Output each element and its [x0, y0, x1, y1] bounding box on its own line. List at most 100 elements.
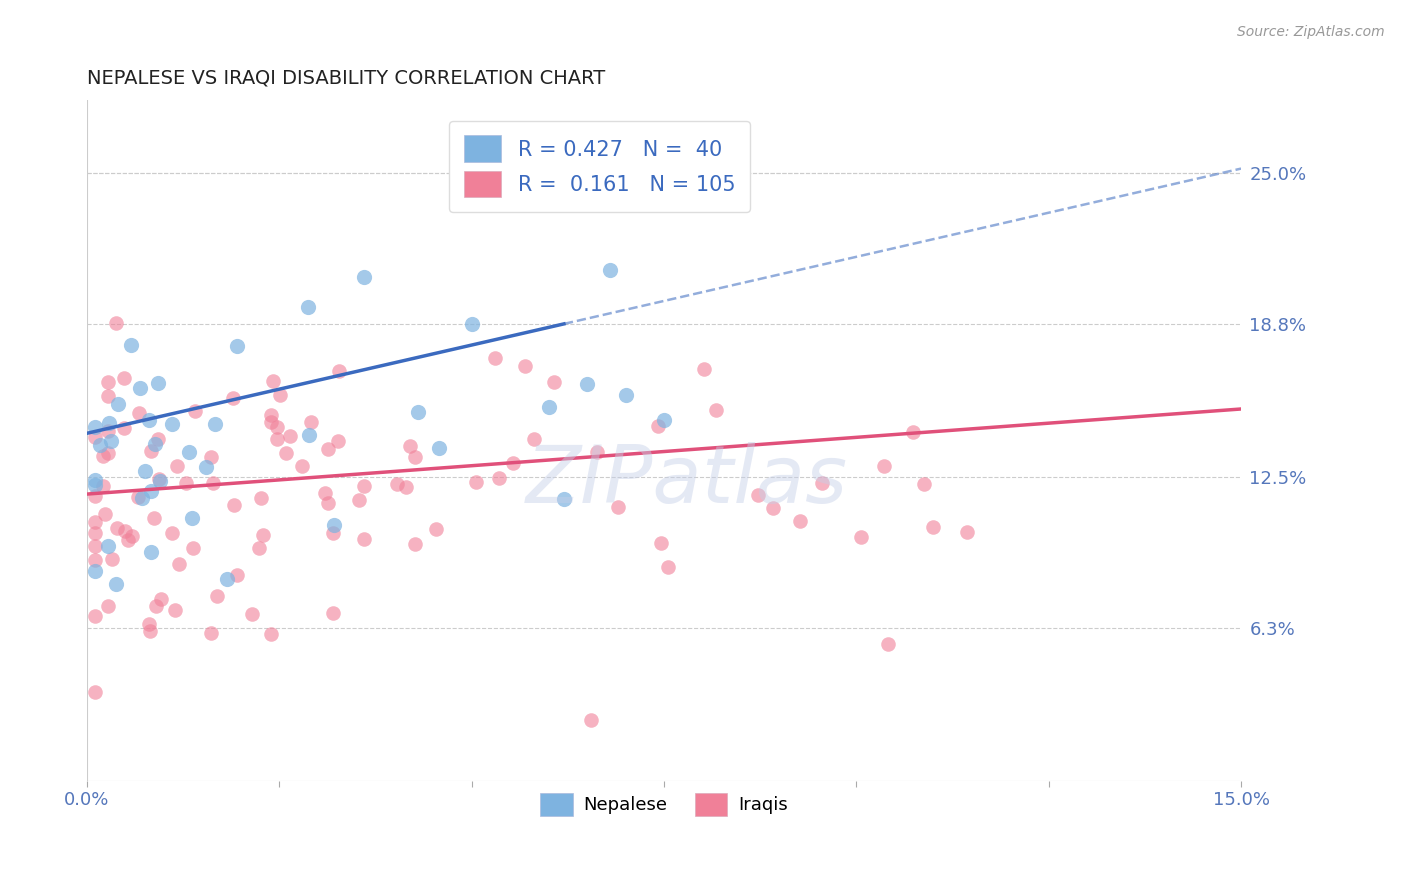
- Point: [488, 471, 510, 485]
- Point: [299, 415, 322, 429]
- Point: [322, 606, 344, 620]
- Point: [614, 388, 637, 402]
- Point: [404, 537, 426, 551]
- Point: [314, 486, 336, 500]
- Point: [647, 419, 669, 434]
- Point: [291, 458, 314, 473]
- Point: [114, 524, 136, 538]
- Point: [139, 484, 162, 499]
- Point: [97, 424, 120, 438]
- Point: [274, 446, 297, 460]
- Point: [177, 445, 200, 459]
- Point: [599, 262, 621, 277]
- Point: [139, 545, 162, 559]
- Point: [104, 576, 127, 591]
- Point: [353, 532, 375, 546]
- Point: [912, 476, 935, 491]
- Text: ZIPatlas: ZIPatlas: [526, 442, 848, 520]
- Point: [91, 449, 114, 463]
- Point: [652, 413, 675, 427]
- Point: [328, 364, 350, 378]
- Point: [84, 539, 107, 553]
- Point: [460, 317, 482, 331]
- Point: [83, 525, 105, 540]
- Point: [143, 436, 166, 450]
- Point: [789, 515, 811, 529]
- Point: [202, 476, 225, 491]
- Point: [395, 480, 418, 494]
- Point: [167, 557, 190, 571]
- Point: [141, 443, 163, 458]
- Point: [323, 518, 346, 533]
- Point: [706, 403, 728, 417]
- Point: [97, 389, 120, 403]
- Point: [266, 432, 288, 446]
- Text: NEPALESE VS IRAQI DISABILITY CORRELATION CHART: NEPALESE VS IRAQI DISABILITY CORRELATION…: [87, 69, 605, 87]
- Point: [200, 450, 222, 464]
- Point: [553, 492, 575, 507]
- Point: [222, 498, 245, 512]
- Point: [160, 417, 183, 431]
- Point: [149, 475, 172, 489]
- Point: [579, 713, 602, 727]
- Point: [280, 429, 302, 443]
- Point: [83, 490, 105, 504]
- Point: [464, 475, 486, 490]
- Point: [83, 420, 105, 434]
- Point: [138, 616, 160, 631]
- Point: [922, 520, 945, 534]
- Point: [260, 415, 283, 429]
- Point: [903, 425, 925, 440]
- Legend: Nepalese, Iraqis: Nepalese, Iraqis: [533, 785, 794, 823]
- Point: [349, 492, 371, 507]
- Point: [484, 351, 506, 365]
- Point: [181, 541, 204, 555]
- Point: [240, 607, 263, 622]
- Point: [163, 603, 186, 617]
- Point: [249, 491, 271, 505]
- Point: [425, 522, 447, 536]
- Point: [83, 515, 105, 529]
- Point: [146, 432, 169, 446]
- Point: [811, 476, 834, 491]
- Point: [83, 608, 105, 623]
- Point: [226, 339, 249, 353]
- Point: [298, 428, 321, 442]
- Point: [353, 269, 375, 284]
- Point: [138, 413, 160, 427]
- Point: [269, 388, 291, 402]
- Point: [513, 359, 536, 373]
- Point: [98, 416, 121, 430]
- Text: Source: ZipAtlas.com: Source: ZipAtlas.com: [1237, 25, 1385, 39]
- Point: [166, 458, 188, 473]
- Point: [762, 500, 785, 515]
- Point: [97, 599, 120, 614]
- Point: [956, 524, 979, 539]
- Point: [316, 442, 339, 456]
- Point: [97, 375, 120, 389]
- Point: [326, 434, 349, 449]
- Point: [385, 477, 408, 491]
- Point: [221, 391, 243, 405]
- Point: [194, 460, 217, 475]
- Point: [849, 530, 872, 544]
- Point: [107, 397, 129, 411]
- Point: [101, 552, 124, 566]
- Point: [259, 627, 281, 641]
- Point: [105, 521, 128, 535]
- Point: [586, 445, 609, 459]
- Point: [121, 529, 143, 543]
- Point: [83, 473, 105, 487]
- Point: [297, 300, 319, 314]
- Point: [83, 685, 105, 699]
- Point: [318, 495, 340, 509]
- Point: [148, 376, 170, 391]
- Point: [399, 439, 422, 453]
- Point: [693, 362, 716, 376]
- Point: [322, 526, 344, 541]
- Point: [83, 553, 105, 567]
- Point: [83, 478, 105, 492]
- Point: [606, 500, 628, 514]
- Point: [262, 374, 284, 388]
- Point: [252, 528, 274, 542]
